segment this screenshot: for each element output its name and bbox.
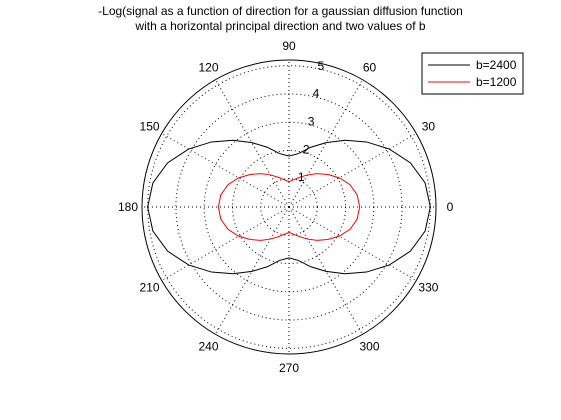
radial-tick-label-2: 2 (303, 142, 310, 156)
spoke-330 (288, 206, 417, 281)
series-curve-b-2400 (147, 139, 431, 275)
angle-label-0: 0 (447, 200, 454, 214)
spoke-240 (215, 206, 290, 335)
spoke-150 (161, 133, 290, 208)
radial-tick-label-5: 5 (318, 59, 325, 73)
polar-labels: 1 2 3 4 5 0 30 60 90 120 150 180 210 240 270 300 330 (118, 39, 454, 375)
legend: b=2400 b=1200 (421, 52, 524, 95)
spoke-120 (215, 79, 290, 208)
polar-curves (147, 139, 431, 275)
legend-label-b1200: b=1200 (476, 75, 517, 89)
angle-label-90: 90 (282, 39, 296, 53)
radial-tick-label-4: 4 (313, 87, 320, 101)
angle-label-210: 210 (140, 281, 160, 295)
chart-title-line-1: -Log(signal as a function of direction f… (98, 4, 463, 18)
spoke-210 (161, 206, 290, 281)
angle-label-240: 240 (198, 339, 218, 353)
angle-label-30: 30 (422, 120, 436, 134)
legend-label-b2400: b=2400 (476, 58, 517, 72)
legend-box (421, 52, 524, 95)
angle-label-120: 120 (198, 61, 218, 75)
spoke-300 (288, 206, 363, 335)
angle-label-300: 300 (359, 339, 379, 353)
angle-label-270: 270 (279, 361, 299, 375)
series-curve-b-1200 (217, 173, 361, 241)
polar-grid (141, 59, 437, 355)
radial-ring-4 (175, 93, 403, 321)
angle-label-60: 60 (363, 61, 377, 75)
spoke-60 (288, 79, 363, 208)
chart-title-line-2: with a horizontal principal direction an… (135, 19, 426, 33)
spoke-30 (288, 133, 417, 208)
angle-label-150: 150 (140, 120, 160, 134)
angle-label-330: 330 (418, 281, 438, 295)
radial-tick-label-3: 3 (308, 114, 315, 128)
angle-label-180: 180 (118, 200, 138, 214)
radial-tick-label-1: 1 (298, 170, 305, 184)
